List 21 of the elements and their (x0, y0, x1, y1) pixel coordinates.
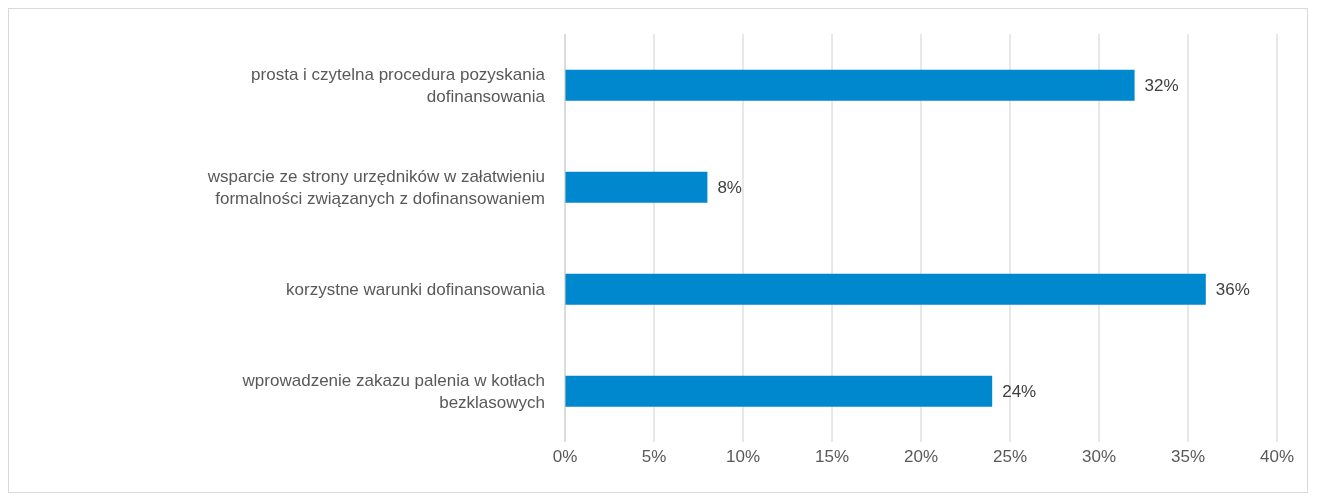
bar (565, 69, 1135, 101)
x-tick-label: 10% (725, 447, 761, 467)
x-tick-label: 15% (814, 447, 850, 467)
bar (565, 375, 993, 407)
y-tick-label: wsparcie ze strony urzędników w załatwieniu formalności związanych z dofinansowaniem (206, 166, 545, 208)
y-tick-label: wprowadzenie zakazu palenia w kotłach bezklasowych (241, 370, 545, 412)
bar (565, 273, 1206, 305)
y-tick-label: korzystne warunki dofinansowania (286, 279, 546, 299)
data-label: 32% (1144, 75, 1179, 95)
x-tick-label: 25% (992, 447, 1028, 467)
x-tick-label: 0% (552, 447, 578, 467)
data-label: 24% (1002, 381, 1037, 401)
x-tick-label: 20% (903, 447, 939, 467)
data-label: 8% (717, 177, 742, 197)
x-tick-label: 40% (1259, 447, 1295, 467)
x-tick-label: 30% (1081, 447, 1117, 467)
y-tick-label: prosta i czytelna procedura pozyskania dofinansowania (251, 64, 546, 106)
data-label: 36% (1215, 279, 1250, 299)
x-tick-label: 5% (641, 447, 667, 467)
bar (565, 171, 708, 203)
x-tick-label: 35% (1170, 447, 1206, 467)
